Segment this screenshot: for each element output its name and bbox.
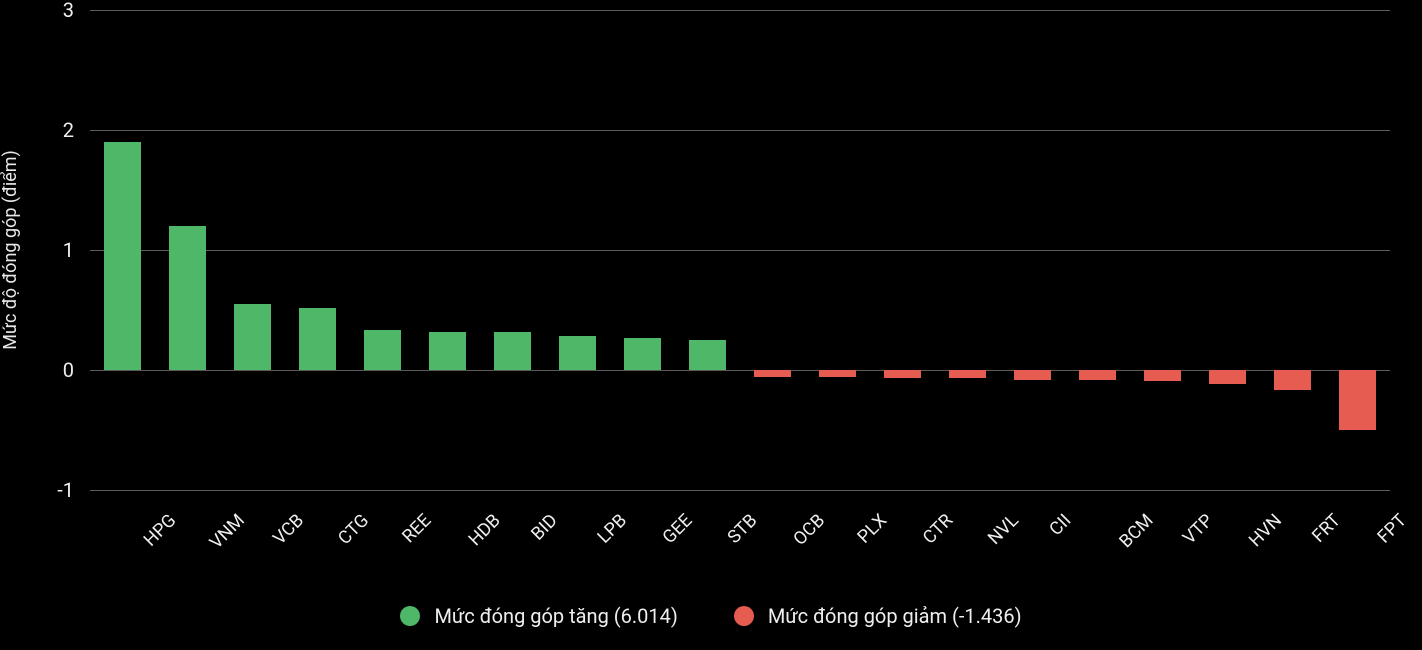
xtick-label: NVL: [983, 510, 1022, 549]
xtick-label: CTR: [918, 510, 956, 548]
legend-swatch-negative: [734, 606, 754, 626]
legend-label-positive: Mức đóng góp tăng (6.014): [434, 604, 677, 628]
bar-frt: [1274, 370, 1310, 390]
legend-label-negative: Mức đóng góp giảm (-1.436): [768, 604, 1022, 628]
xtick-label: VTP: [1178, 510, 1217, 549]
plot-area: -10123HPGVNMVCBCTGREEHDBBIDLPBGEESTBOCBP…: [90, 10, 1390, 490]
bar-hpg: [104, 142, 140, 370]
gridline: [90, 490, 1390, 491]
ytick-label: 0: [34, 358, 74, 382]
bar-plx: [819, 370, 855, 377]
legend-item-positive: Mức đóng góp tăng (6.014): [400, 604, 677, 628]
xtick-label: CII: [1045, 510, 1075, 540]
xtick-label: HDB: [464, 510, 504, 550]
xtick-label: HPG: [139, 510, 180, 551]
xtick-label: BCM: [1115, 510, 1157, 552]
bar-ctr: [884, 370, 920, 378]
bar-fpt: [1339, 370, 1375, 430]
legend: Mức đóng góp tăng (6.014) Mức đóng góp g…: [0, 604, 1422, 628]
legend-swatch-positive: [400, 606, 420, 626]
bar-lpb: [559, 336, 595, 370]
y-axis-label: Mức độ đóng góp (điểm): [0, 150, 21, 350]
gridline: [90, 10, 1390, 11]
contribution-bar-chart: Mức độ đóng góp (điểm) -10123HPGVNMVCBCT…: [0, 0, 1422, 650]
bar-hvn: [1209, 370, 1245, 384]
xtick-label: PLX: [853, 510, 891, 548]
xtick-label: VCB: [269, 510, 308, 549]
legend-item-negative: Mức đóng góp giảm (-1.436): [734, 604, 1022, 628]
xtick-label: CTG: [334, 510, 373, 549]
bar-vtp: [1144, 370, 1180, 381]
xtick-label: FRT: [1308, 510, 1345, 547]
xtick-label: REE: [398, 510, 435, 547]
xtick-label: STB: [723, 510, 761, 548]
bar-bcm: [1079, 370, 1115, 380]
bar-ctg: [299, 308, 335, 370]
xtick-label: VNM: [205, 510, 248, 553]
bar-cii: [1014, 370, 1050, 380]
ytick-label: -1: [34, 478, 74, 502]
xtick-label: BID: [527, 510, 562, 545]
ytick-label: 3: [34, 0, 74, 22]
bar-vcb: [234, 304, 270, 370]
gridline: [90, 250, 1390, 251]
bar-bid: [494, 332, 530, 370]
bar-hdb: [429, 332, 465, 370]
bar-ree: [364, 330, 400, 370]
gridline: [90, 370, 1390, 371]
xtick-label: HVN: [1244, 510, 1285, 551]
ytick-label: 1: [34, 238, 74, 262]
bar-vnm: [169, 226, 205, 370]
gridline: [90, 130, 1390, 131]
ytick-label: 2: [34, 118, 74, 142]
xtick-label: GEE: [658, 510, 696, 548]
bar-ocb: [754, 370, 790, 377]
xtick-label: OCB: [789, 510, 829, 550]
xtick-label: LPB: [593, 510, 631, 548]
xtick-label: FPT: [1373, 510, 1411, 548]
bar-stb: [689, 340, 725, 370]
bar-nvl: [949, 370, 985, 378]
bar-gee: [624, 338, 660, 370]
